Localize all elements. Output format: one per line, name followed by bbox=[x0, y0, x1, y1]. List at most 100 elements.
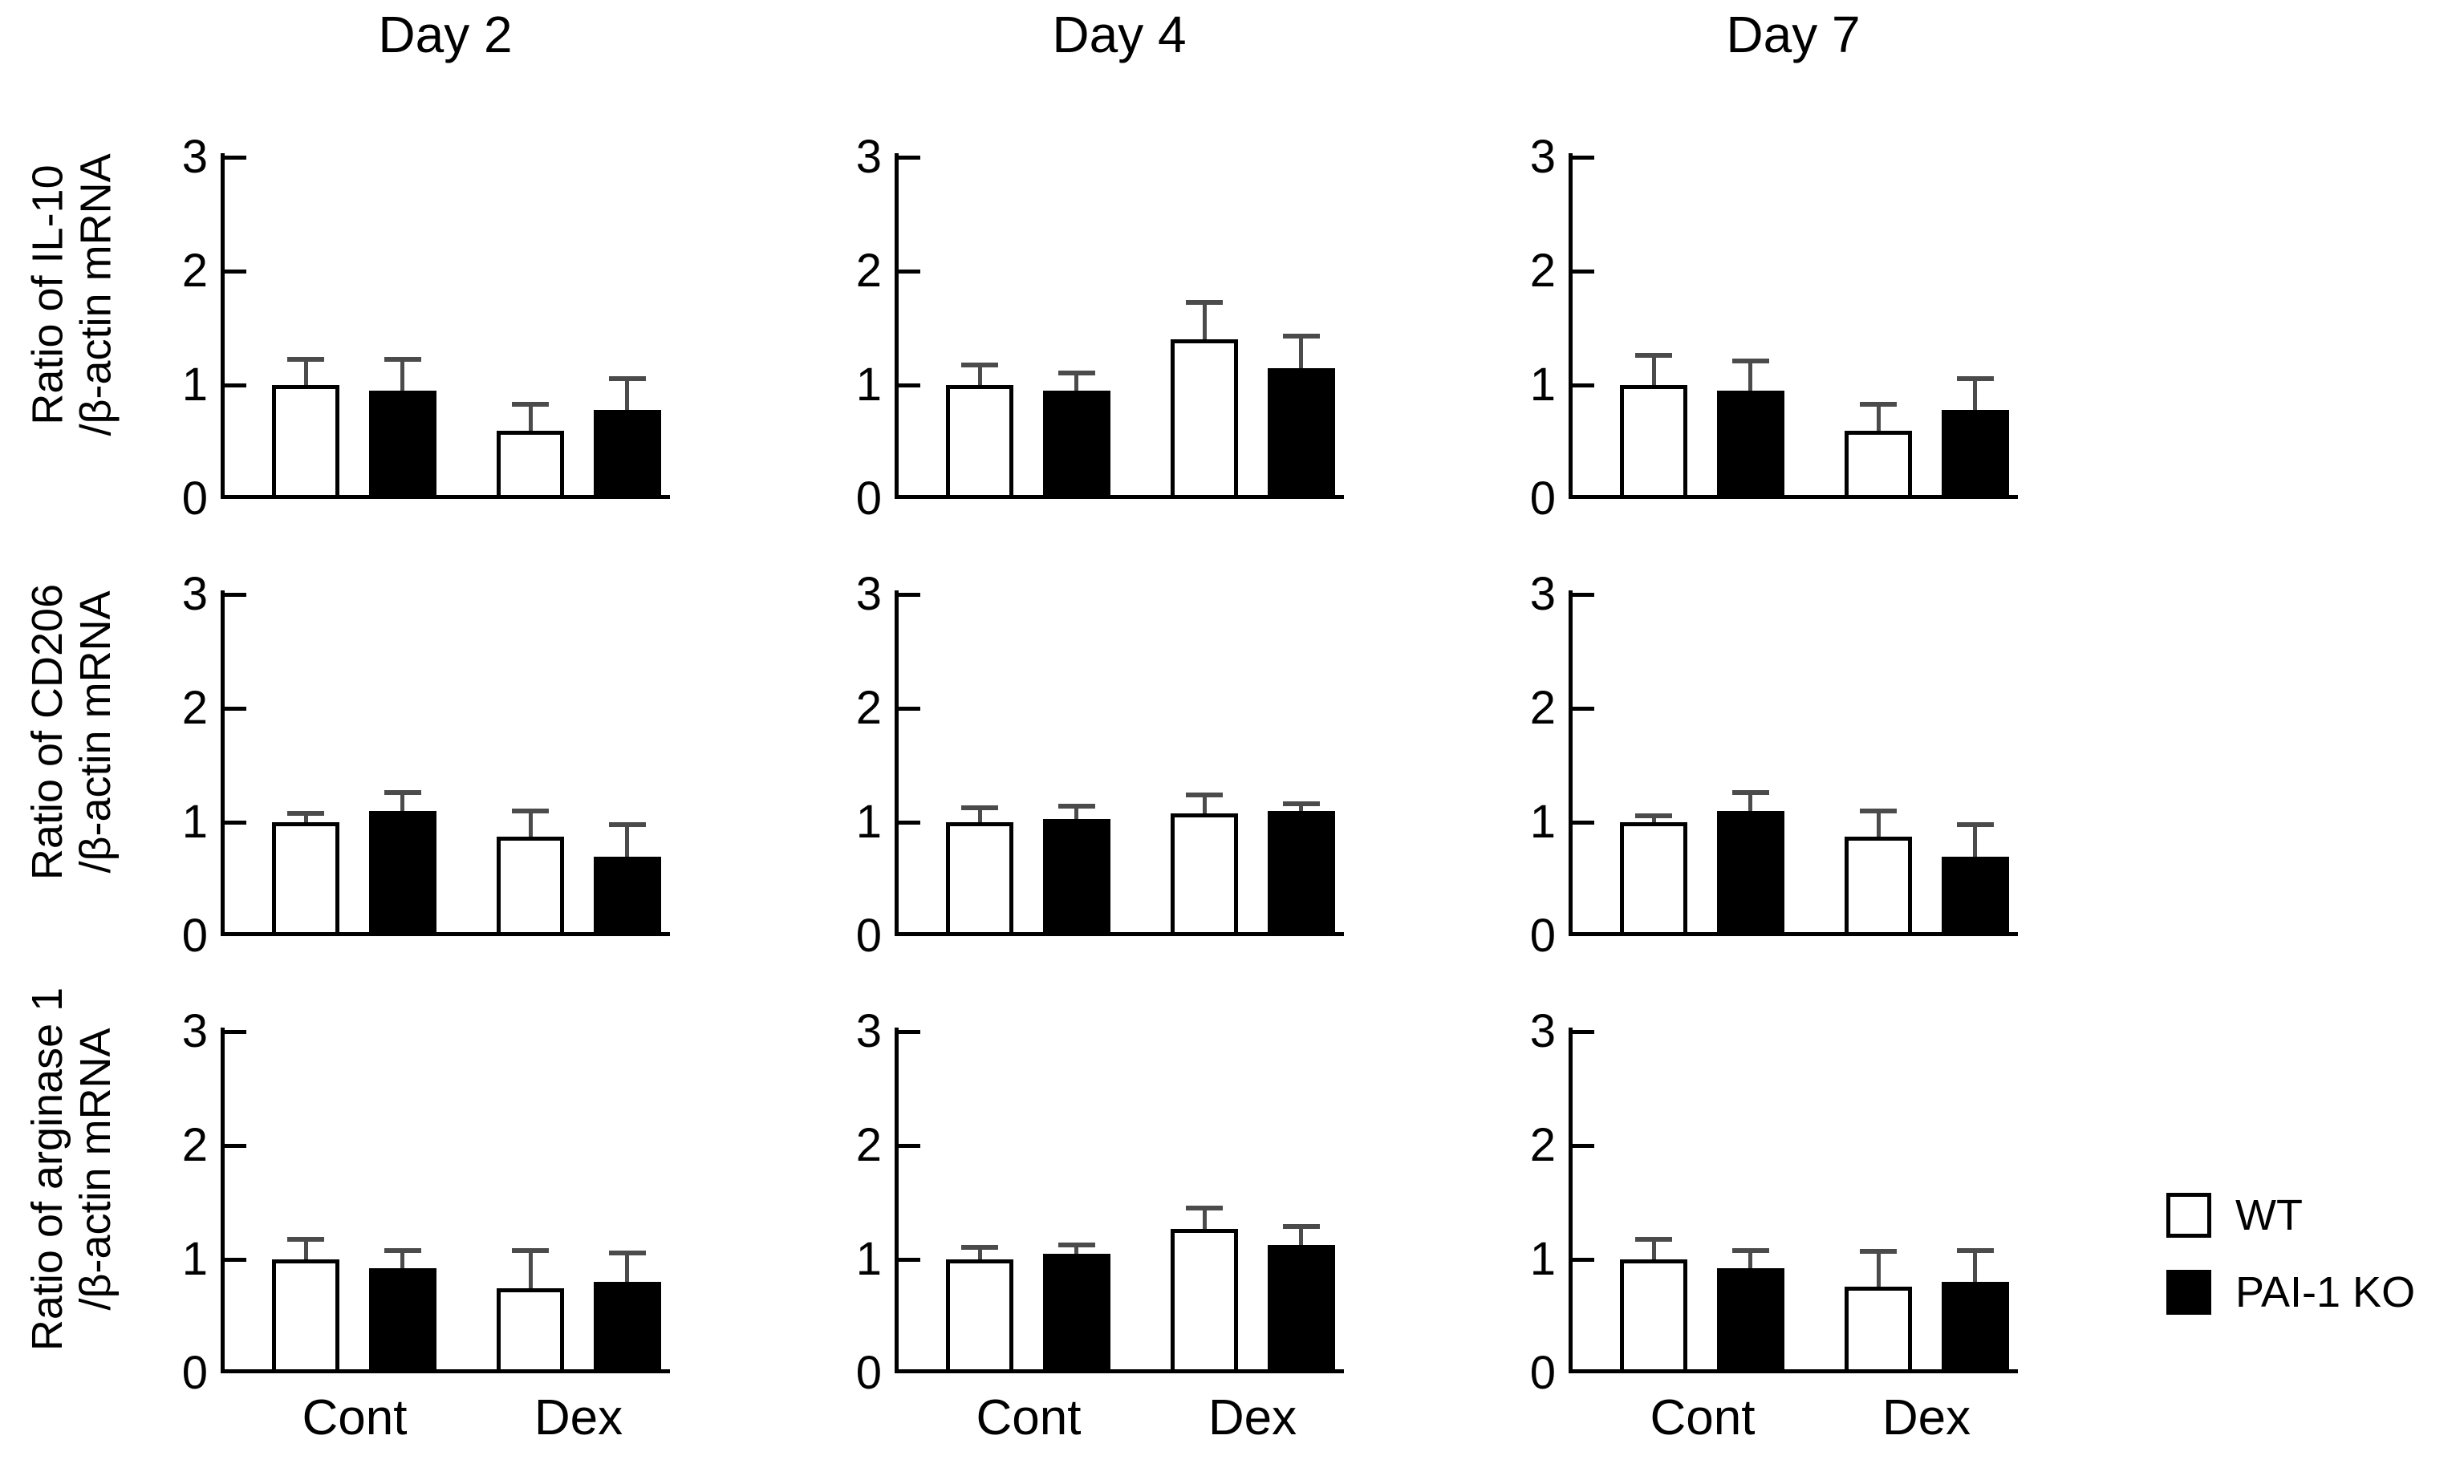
error-bar-stem-wt-dex bbox=[1202, 1206, 1207, 1229]
error-bar-stem-wt-dex bbox=[1876, 1249, 1881, 1287]
y-tick-label: 1 bbox=[855, 1233, 882, 1285]
bar-pai1ko-dex bbox=[1941, 410, 2009, 499]
bar-wt-cont bbox=[1620, 822, 1688, 936]
y-tick-label: 3 bbox=[855, 568, 882, 620]
xlabel-right-spacer bbox=[2166, 1388, 2464, 1484]
plot-area bbox=[221, 106, 670, 499]
error-bar-stem-pai1ko-cont bbox=[1074, 1242, 1079, 1254]
error-bar-stem-wt-dex bbox=[528, 402, 533, 431]
y-tick-mark bbox=[899, 593, 920, 597]
y-axis bbox=[895, 153, 899, 499]
y-axis bbox=[221, 1028, 225, 1373]
pai1ko-swatch-icon bbox=[2166, 1270, 2211, 1315]
y-tick-mark bbox=[899, 821, 920, 825]
bar-wt-cont bbox=[272, 385, 340, 499]
xlabels-day2: Cont Dex bbox=[144, 1388, 818, 1484]
bar-wt-dex bbox=[1845, 430, 1913, 499]
error-bar-cap-pai1ko-cont bbox=[384, 1247, 421, 1253]
header-right-spacer bbox=[2166, 0, 2464, 76]
error-bar-stem-wt-cont bbox=[303, 1236, 308, 1259]
bar-panel: 0 1 2 3 bbox=[1492, 106, 2018, 525]
error-bar-cap-wt-dex bbox=[1860, 808, 1898, 813]
xlabel-cont: Cont bbox=[302, 1390, 408, 1445]
y-tick-mark bbox=[1573, 1144, 1594, 1148]
error-bar-cap-pai1ko-cont bbox=[384, 790, 421, 796]
error-bar-stem-pai1ko-cont bbox=[1748, 790, 1753, 811]
y-tick-label: 3 bbox=[181, 131, 208, 183]
x-axis bbox=[895, 932, 1344, 936]
y-tick-label: 0 bbox=[181, 1347, 208, 1399]
bar-pai1ko-cont bbox=[368, 391, 436, 499]
y-axis-tick-labels: 0 1 2 3 bbox=[818, 980, 895, 1399]
y-tick-mark bbox=[1573, 383, 1594, 387]
x-axis bbox=[221, 932, 670, 936]
xlabels-day4: Cont Dex bbox=[818, 1388, 1492, 1484]
error-bar-stem-wt-cont bbox=[303, 356, 308, 385]
xlabel-dex: Dex bbox=[1881, 1390, 1971, 1445]
bar-wt-dex bbox=[1171, 339, 1239, 499]
column-header-day7: Day 7 bbox=[1726, 6, 1861, 63]
y-tick-label: 3 bbox=[1529, 131, 1556, 183]
y-tick-label: 0 bbox=[1529, 1347, 1556, 1399]
error-bar-cap-wt-dex bbox=[1860, 402, 1898, 407]
bar-wt-cont bbox=[1620, 1259, 1688, 1373]
y-tick-label: 2 bbox=[855, 682, 882, 734]
error-bar-cap-pai1ko-dex bbox=[1956, 822, 1994, 827]
chart-cd206-day4: 0 1 2 3 bbox=[818, 513, 1492, 962]
error-bar-cap-wt-dex bbox=[1186, 1206, 1224, 1211]
y-tick-mark bbox=[1573, 156, 1594, 160]
error-bar-cap-pai1ko-cont bbox=[1057, 370, 1095, 375]
y-tick-mark bbox=[899, 1258, 920, 1262]
chart-arginase1-day7: 0 1 2 3 bbox=[1492, 951, 2166, 1399]
chart-arginase1-day2: 0 1 2 3 bbox=[144, 951, 818, 1399]
error-bar-cap-wt-cont bbox=[961, 362, 999, 367]
bar-panel: 0 1 2 3 bbox=[144, 106, 670, 525]
error-bar-cap-pai1ko-dex bbox=[1282, 1223, 1320, 1229]
chart-il10-day2: 0 1 2 3 bbox=[144, 76, 818, 525]
error-bar-stem-pai1ko-dex bbox=[625, 822, 630, 857]
ylabel-cd206: Ratio of CD206 /β-actin mRNA bbox=[23, 583, 121, 881]
error-bar-stem-wt-dex bbox=[1876, 808, 1881, 837]
y-axis-tick-labels: 0 1 2 3 bbox=[1492, 106, 1569, 525]
y-tick-mark bbox=[899, 270, 920, 274]
error-bar-cap-pai1ko-cont bbox=[384, 356, 421, 362]
y-tick-label: 3 bbox=[855, 131, 882, 183]
y-tick-mark bbox=[225, 1144, 246, 1148]
y-tick-mark bbox=[225, 1030, 246, 1034]
y-axis-tick-labels: 0 1 2 3 bbox=[1492, 980, 1569, 1399]
bar-panel: 0 1 2 3 bbox=[818, 106, 1344, 525]
error-bar-cap-wt-dex bbox=[1186, 793, 1224, 798]
y-tick-mark bbox=[1573, 1258, 1594, 1262]
error-bar-cap-wt-dex bbox=[1860, 1249, 1898, 1255]
y-tick-label: 3 bbox=[181, 1005, 208, 1057]
error-bar-stem-wt-dex bbox=[528, 808, 533, 837]
x-axis bbox=[1569, 495, 2018, 499]
y-tick-label: 0 bbox=[181, 472, 208, 525]
row1-right-spacer bbox=[2166, 76, 2464, 513]
y-tick-label: 2 bbox=[855, 1119, 882, 1171]
error-bar-stem-pai1ko-dex bbox=[1973, 822, 1978, 857]
error-bar-stem-wt-cont bbox=[977, 362, 982, 385]
y-axis bbox=[1569, 590, 1573, 936]
y-tick-mark bbox=[1573, 593, 1594, 597]
y-tick-label: 1 bbox=[181, 796, 208, 848]
error-bar-cap-wt-cont bbox=[287, 356, 325, 362]
y-tick-mark bbox=[899, 383, 920, 387]
plot-area bbox=[1569, 980, 2018, 1373]
plot-area bbox=[221, 543, 670, 936]
y-tick-mark bbox=[1573, 707, 1594, 711]
error-bar-cap-wt-dex bbox=[1186, 299, 1224, 305]
bar-panel: 0 1 2 3 bbox=[144, 543, 670, 962]
error-bar-stem-pai1ko-dex bbox=[625, 375, 630, 411]
y-tick-label: 2 bbox=[1529, 682, 1556, 734]
bar-wt-cont bbox=[946, 822, 1014, 936]
plot-area bbox=[1569, 106, 2018, 499]
y-tick-label: 2 bbox=[181, 682, 208, 734]
y-tick-label: 0 bbox=[1529, 910, 1556, 962]
y-tick-mark bbox=[1573, 821, 1594, 825]
y-tick-mark bbox=[899, 1144, 920, 1148]
bar-wt-dex bbox=[1171, 1228, 1239, 1373]
x-axis bbox=[895, 495, 1344, 499]
y-tick-mark bbox=[225, 156, 246, 160]
bar-pai1ko-cont bbox=[368, 810, 436, 936]
